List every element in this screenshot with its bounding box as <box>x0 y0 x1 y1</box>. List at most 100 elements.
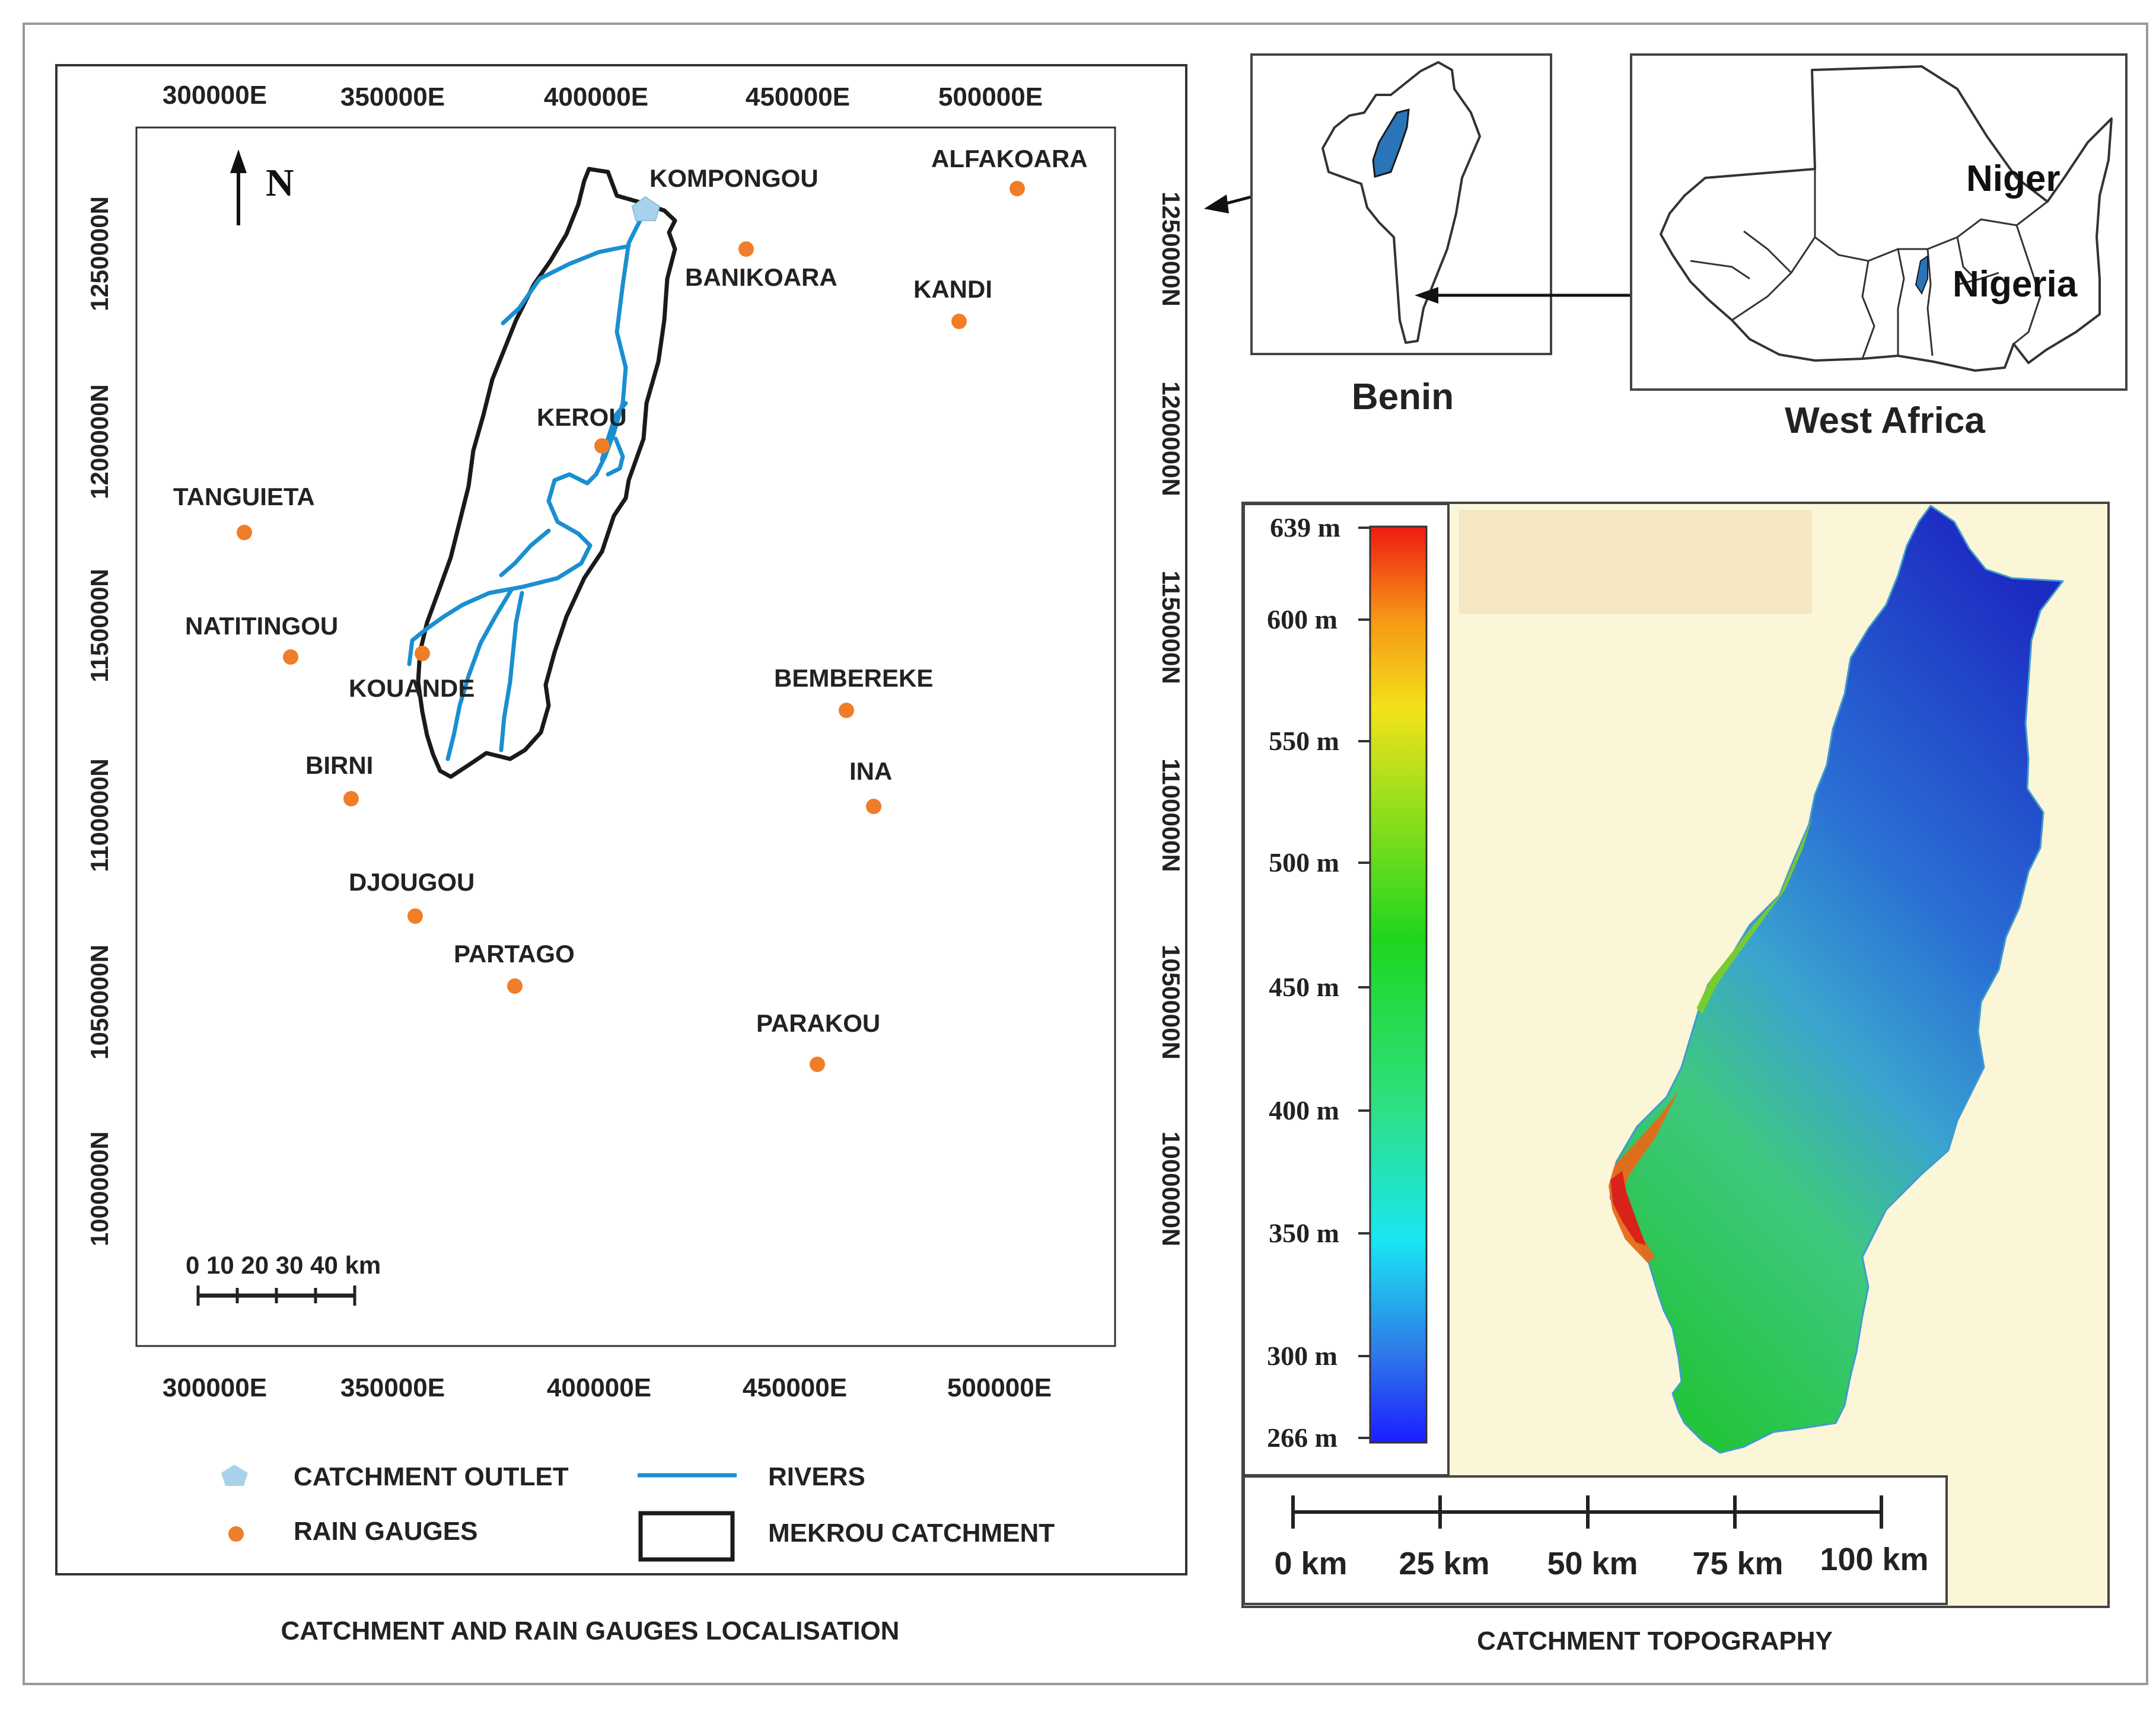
river-west-branch <box>445 588 514 761</box>
gauge-point <box>594 438 610 454</box>
elevation-label: 300 m <box>1267 1341 1337 1371</box>
easting-labels-top: 300000E 350000E 400000E 450000E 500000E <box>163 81 1043 111</box>
north-arrow: N <box>230 149 294 225</box>
gauge-point <box>343 791 359 806</box>
northing-label: 1050000N <box>85 945 113 1060</box>
elevation-color-ramp <box>1369 525 1428 1444</box>
legend-catchment-label: MEKROU CATCHMENT <box>768 1519 1055 1548</box>
topography-title-blank <box>1459 510 1812 614</box>
gauge-label: PARAKOU <box>756 1009 880 1037</box>
northing-label: 1100000N <box>85 758 113 872</box>
west-africa-inset: Niger Nigeria West Africa <box>1630 53 2128 441</box>
gauge-label: BIRNI <box>305 751 373 779</box>
figure-border <box>23 23 2148 1685</box>
rain-gauges: ALFAKOARA KANDI BANIKOARA KEROU TANGUIET… <box>173 145 1088 1072</box>
easting-labels-bottom: 300000E 350000E 400000E 450000E 500000E <box>163 1373 1052 1402</box>
elevation-label: 550 m <box>1269 726 1339 756</box>
northing-label: 1250000N <box>1157 192 1185 307</box>
river-main <box>407 211 646 666</box>
gauge-point <box>866 799 881 814</box>
easting-label: 400000E <box>544 82 648 111</box>
gauge-label: KANDI <box>913 275 992 303</box>
elevation-label: 500 m <box>1269 847 1339 878</box>
north-arrow-label: N <box>266 161 294 205</box>
topography-scale-label: 75 km <box>1692 1546 1783 1581</box>
gauge-label: BEMBEREKE <box>774 664 933 692</box>
country-label-nigeria: Nigeria <box>1953 264 2078 305</box>
northing-label: 1250000N <box>85 196 113 311</box>
river-south-branch <box>499 591 524 752</box>
country-label-niger: Niger <box>1966 158 2060 199</box>
easting-label: 350000E <box>340 1373 445 1402</box>
northing-labels-right: 1250000N 1200000N 1150000N 1100000N 1050… <box>1157 192 1185 1246</box>
outlet-label: KOMPONGOU <box>649 164 819 192</box>
gauge-label: INA <box>849 757 892 785</box>
gauge-point <box>1009 181 1025 196</box>
location-map-panel: 300000E 350000E 400000E 450000E 500000E … <box>55 64 1187 1575</box>
river-short-stub <box>499 528 551 578</box>
elevation-ticks <box>1358 527 1370 1439</box>
gauge-point <box>237 525 252 540</box>
benin-label: Benin <box>1352 377 1454 417</box>
gauge-point <box>810 1057 825 1072</box>
topography-panel: 639 m 600 m 550 m 500 m 450 m 400 m 350 … <box>1241 502 2110 1608</box>
gauge-label: PARTAGO <box>454 940 575 968</box>
catchment-outlet-marker <box>631 196 661 221</box>
legend-gauge-symbol <box>228 1526 244 1542</box>
elevation-labels: 639 m 600 m 550 m 500 m 450 m 400 m 350 … <box>1267 512 1340 1453</box>
gauge-point <box>738 241 754 257</box>
west-africa-borders <box>1690 169 2048 359</box>
easting-label: 500000E <box>947 1373 1052 1402</box>
legend-catchment-symbol <box>638 1511 735 1562</box>
gauge-point <box>415 646 430 661</box>
legend-outlet-symbol <box>221 1465 248 1486</box>
northing-label: 1000000N <box>1157 1131 1185 1246</box>
easting-label: 300000E <box>163 1373 267 1402</box>
gauge-point <box>283 649 298 665</box>
northing-labels-left: 1250000N 1200000N 1150000N 1100000N 1050… <box>85 196 113 1246</box>
rivers <box>407 211 646 761</box>
west-africa-outline <box>1660 65 2113 372</box>
northing-label: 1000000N <box>85 1131 113 1246</box>
benin-catchment-highlight <box>1372 109 1410 178</box>
topography-scale-bar <box>1291 1495 1883 1529</box>
easting-label: 400000E <box>547 1373 651 1402</box>
mekrou-catchment-outline <box>416 167 677 779</box>
easting-label: 450000E <box>746 82 850 111</box>
gauge-point <box>951 314 967 329</box>
gauge-label: ALFAKOARA <box>931 145 1088 173</box>
west-africa-label: West Africa <box>1785 400 1985 441</box>
elevation-label: 450 m <box>1269 972 1339 1002</box>
northing-label: 1200000N <box>85 384 113 499</box>
topography-scale-label: 100 km <box>1820 1542 1928 1577</box>
topography-scale-label: 0 km <box>1274 1546 1347 1581</box>
legend-outlet-label: CATCHMENT OUTLET <box>294 1462 569 1491</box>
gauge-label: KEROU <box>537 403 627 431</box>
gauge-label: DJOUGOU <box>349 868 474 896</box>
topography-scale-label: 50 km <box>1547 1546 1638 1581</box>
gauge-point <box>407 908 423 924</box>
elevation-label: 600 m <box>1267 604 1337 634</box>
gauge-label: TANGUIETA <box>173 483 315 511</box>
northing-label: 1200000N <box>1157 381 1185 496</box>
location-legend: CATCHMENT OUTLET RIVERS RAIN GAUGES MEKR… <box>221 1462 1055 1562</box>
northing-label: 1150000N <box>1157 570 1185 684</box>
legend-river-label: RIVERS <box>768 1462 865 1491</box>
easting-label: 500000E <box>938 82 1043 111</box>
benin-outline <box>1321 61 1481 344</box>
gauge-label: NATITINGOU <box>185 612 338 640</box>
west-africa-catchment-highlight <box>1915 255 1928 295</box>
topography-scale-label: 25 km <box>1399 1546 1489 1581</box>
topography-dem-catchment <box>1609 505 2064 1454</box>
gauge-label: KOUANDE <box>349 674 474 702</box>
gauge-point <box>839 703 854 718</box>
elevation-label: 350 m <box>1269 1218 1339 1248</box>
northing-label: 1050000N <box>1157 945 1185 1060</box>
northing-label: 1150000N <box>85 569 113 682</box>
topography-caption: CATCHMENT TOPOGRAPHY <box>1477 1626 1833 1656</box>
benin-inset: Benin <box>1250 53 1552 417</box>
location-map-caption: CATCHMENT AND RAIN GAUGES LOCALISATION <box>281 1616 900 1645</box>
topography-dem-west-ridge <box>1696 818 1812 1014</box>
location-scale-label: 0 10 20 30 40 km <box>186 1251 381 1279</box>
